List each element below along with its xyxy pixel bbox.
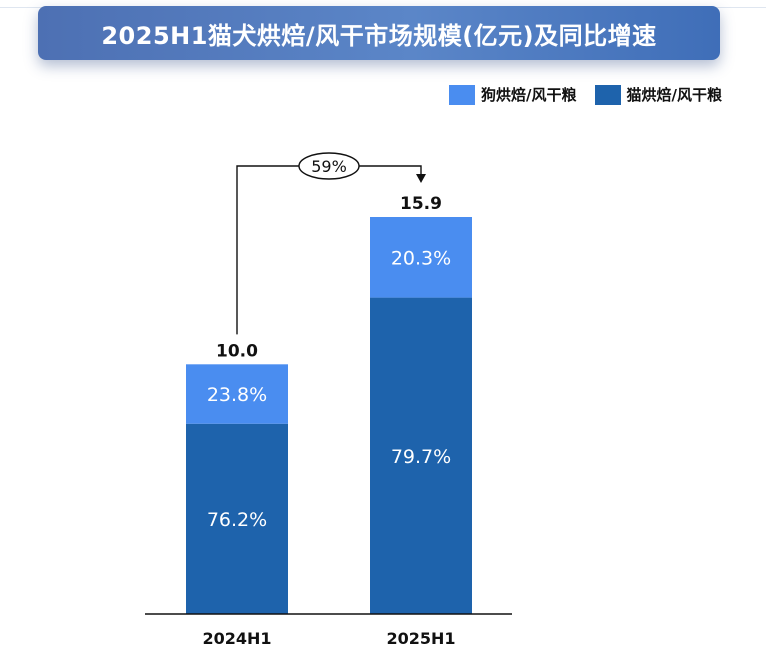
bar-dog-2025H1	[370, 217, 472, 298]
total-label-2024H1: 10.0	[216, 341, 258, 361]
x-tick-2025H1: 2025H1	[386, 629, 455, 648]
growth-label: 59%	[311, 157, 347, 176]
growth-badge	[298, 152, 360, 180]
bar-cat-2025H1	[370, 297, 472, 614]
x-tick-2024H1: 2024H1	[202, 629, 271, 648]
data-label-dog-2024H1: 23.8%	[207, 384, 267, 406]
bar-dog-2024H1	[186, 364, 288, 424]
title-banner: 2025H1猫犬烘焙/风干市场规模(亿元)及同比增速	[38, 6, 720, 60]
total-label-2025H1: 15.9	[400, 194, 442, 214]
legend-item-cat: 猫烘焙/风干粮	[594, 84, 722, 105]
legend-swatch-cat	[594, 84, 621, 105]
data-label-dog-2025H1: 20.3%	[391, 247, 451, 269]
legend-item-dog: 狗烘焙/风干粮	[449, 84, 577, 105]
legend-swatch-dog	[449, 84, 476, 105]
growth-arrowhead	[416, 174, 426, 183]
legend: 狗烘焙/风干粮 猫烘焙/风干粮	[449, 84, 722, 105]
bar-cat-2024H1	[186, 423, 288, 614]
data-label-cat-2025H1: 79.7%	[391, 446, 451, 468]
legend-label-dog: 狗烘焙/风干粮	[481, 86, 577, 104]
data-label-cat-2024H1: 76.2%	[207, 509, 267, 531]
legend-label-cat: 猫烘焙/风干粮	[626, 86, 722, 104]
chart-title: 2025H1猫犬烘焙/风干市场规模(亿元)及同比增速	[101, 21, 657, 50]
